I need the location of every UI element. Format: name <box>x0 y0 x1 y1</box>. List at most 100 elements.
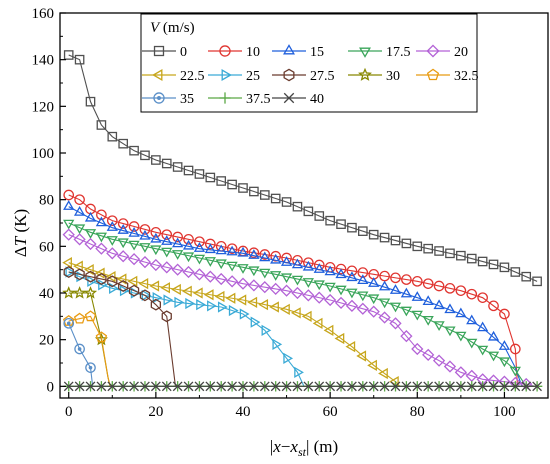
data-point <box>163 294 174 306</box>
data-point <box>411 342 424 356</box>
data-point <box>171 263 184 276</box>
data-point <box>250 316 261 328</box>
data-point <box>401 381 412 392</box>
data-point <box>378 280 391 291</box>
data-point <box>358 226 368 236</box>
legend: V (m/s) 0 10 15 17.5 20 22.5 25 27.5 30 32.5 35 37.5… <box>140 13 479 113</box>
data-point <box>141 289 152 301</box>
data-point <box>258 281 271 294</box>
series-line-22.5 <box>68 262 401 387</box>
data-point <box>281 381 292 392</box>
data-point <box>521 381 532 392</box>
data-point <box>203 289 214 301</box>
data-point <box>454 366 467 379</box>
data-point <box>521 271 532 282</box>
data-point <box>357 291 369 302</box>
x-tick-label: 0 <box>65 404 73 420</box>
data-point <box>357 381 368 392</box>
data-point <box>128 240 140 251</box>
data-point <box>532 381 542 392</box>
data-point <box>106 215 118 226</box>
y-tick-label: 160 <box>32 6 55 22</box>
data-point <box>335 263 347 275</box>
data-point-center <box>66 321 71 326</box>
data-point <box>390 272 401 284</box>
data-point <box>151 155 161 165</box>
data-point <box>174 296 185 308</box>
data-point <box>259 268 271 279</box>
data-point <box>225 292 236 304</box>
data-point <box>347 381 357 392</box>
data-point-center <box>77 347 82 351</box>
data-point <box>226 243 238 254</box>
data-point <box>269 301 279 313</box>
data-point <box>63 266 74 278</box>
data-point <box>444 303 456 314</box>
legend-marker <box>358 67 372 81</box>
data-point <box>302 278 314 288</box>
series-line-0 <box>68 54 538 282</box>
data-point <box>532 276 542 287</box>
data-point <box>488 381 499 392</box>
plot-frame <box>59 12 549 399</box>
data-point <box>378 367 388 380</box>
data-point <box>401 274 412 285</box>
legend-item-0: 0 <box>142 45 187 60</box>
data-point <box>63 318 75 329</box>
legend-item-27.5: 27.5 <box>272 68 335 84</box>
legend-label: 25 <box>246 69 260 84</box>
data-point <box>215 259 227 270</box>
data-point <box>324 265 336 276</box>
data-point <box>314 381 325 392</box>
data-point <box>389 376 399 388</box>
legend-marker-center <box>157 96 161 100</box>
legend-item-40: 40 <box>272 92 324 107</box>
data-point <box>161 229 173 240</box>
data-point <box>73 286 87 299</box>
data-point <box>129 381 139 392</box>
data-point <box>455 307 467 318</box>
series-line-17.5 <box>68 222 527 387</box>
data-point <box>346 265 358 277</box>
legend-title: V (m/s) <box>150 20 195 36</box>
data-point <box>140 381 150 392</box>
data-point <box>390 235 401 246</box>
data-point <box>63 219 75 230</box>
data-point <box>74 54 85 65</box>
data-point <box>127 253 141 266</box>
legend-item-35: 35 <box>142 92 194 107</box>
legend-item-37.5: 37.5 <box>208 92 271 107</box>
data-point <box>259 190 270 200</box>
data-point <box>280 303 290 315</box>
x-tick-label: 60 <box>323 404 338 420</box>
data-point <box>182 285 192 297</box>
legend-marker <box>153 92 165 104</box>
data-point <box>117 250 130 263</box>
data-point <box>204 257 216 267</box>
legend-label: 22.5 <box>180 69 205 84</box>
y-tick-label: 100 <box>32 146 55 162</box>
data-point <box>412 241 423 252</box>
data-point <box>237 246 249 257</box>
data-point <box>498 357 511 368</box>
data-point <box>247 279 261 292</box>
data-point <box>65 266 76 278</box>
data-point <box>128 221 140 232</box>
data-point <box>161 310 172 323</box>
y-tick-label: 120 <box>32 99 55 115</box>
data-point <box>401 238 412 249</box>
data-point <box>172 381 183 392</box>
legend-marker <box>426 68 440 81</box>
data-point <box>400 330 413 343</box>
data-point <box>400 306 413 317</box>
series-line-25 <box>68 271 305 387</box>
data-point <box>283 352 294 364</box>
data-point <box>149 280 160 292</box>
data-point <box>196 299 206 311</box>
legend-item-30: 30 <box>348 67 400 84</box>
data-point <box>182 252 195 263</box>
data-point <box>334 332 345 345</box>
data-point <box>292 381 303 392</box>
data-point <box>270 250 282 262</box>
